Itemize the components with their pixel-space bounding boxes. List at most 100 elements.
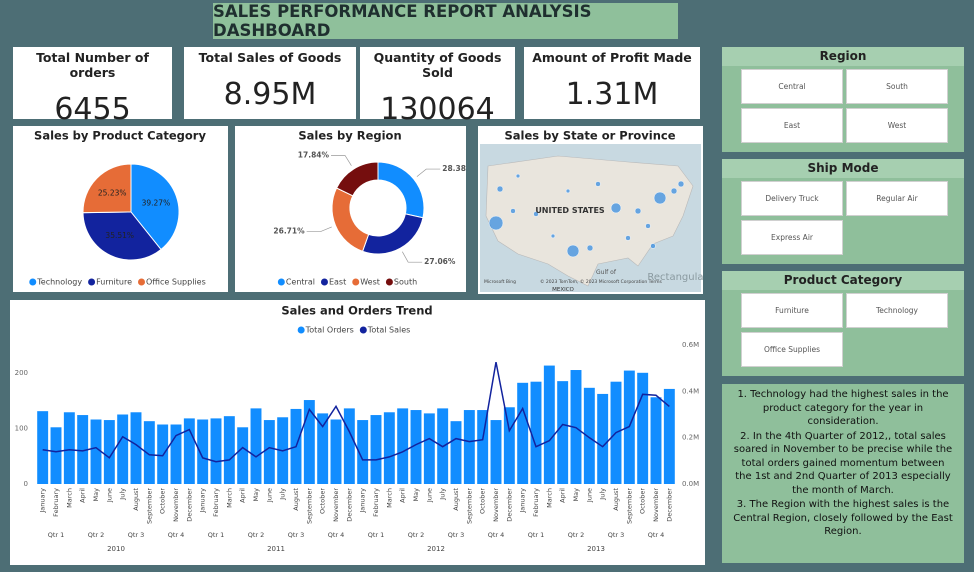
x-tick-label: May (252, 488, 260, 502)
y2-tick-label: 0.6M (682, 341, 699, 349)
x-tick-label: October (479, 488, 487, 514)
year-label: 2013 (587, 545, 605, 553)
quarter-label: Qtr 1 (368, 531, 385, 539)
x-tick-label: April (239, 488, 247, 503)
x-tick-label: December (665, 488, 673, 522)
bar (223, 416, 235, 484)
year-label: 2010 (107, 545, 125, 553)
data-label: 17.84% (298, 150, 330, 159)
bar (357, 420, 369, 484)
legend-label: Furniture (96, 278, 132, 287)
x-tick-label: January (39, 488, 47, 514)
x-tick-label: September (305, 488, 313, 524)
dashboard-title: SALES PERFORMANCE REPORT ANALYSIS DASHBO… (213, 2, 678, 40)
bar (77, 415, 89, 484)
bar (143, 421, 155, 484)
map-label: © 2023 TomTom, © 2023 Microsoft Corporat… (540, 278, 663, 285)
legend-label: East (329, 278, 346, 287)
x-tick-label: February (212, 488, 220, 517)
slicer-button[interactable]: Delivery Truck (741, 181, 843, 216)
x-tick-label: November (332, 488, 340, 522)
bar (517, 382, 529, 484)
bar (663, 388, 675, 484)
x-tick-label: February (372, 488, 380, 517)
quarter-label: Qtr 2 (408, 531, 425, 539)
x-tick-label: October (319, 488, 327, 514)
x-tick-label: December (505, 488, 513, 522)
bar (637, 372, 649, 484)
bar (317, 413, 329, 484)
slicer-button[interactable]: Furniture (741, 293, 843, 328)
x-tick-label: March (65, 488, 73, 508)
slicer-button[interactable]: Central (741, 69, 843, 104)
bar (170, 424, 182, 484)
x-tick-label: July (599, 488, 607, 501)
quarter-label: Qtr 3 (448, 531, 465, 539)
quarter-label: Qtr 1 (528, 531, 545, 539)
leader-line (306, 226, 332, 232)
x-tick-label: April (79, 488, 87, 503)
bar (103, 420, 115, 484)
quarter-label: Qtr 2 (568, 531, 585, 539)
kpi-value: 130064 (380, 92, 495, 127)
bar (37, 411, 49, 484)
pie-chart: Sales by Product Category 39.27% 35.51% 25… (13, 126, 228, 292)
legend-label: Central (286, 278, 315, 287)
slicer-button[interactable]: Express Air (741, 220, 843, 255)
bar (410, 410, 422, 484)
quarter-label: Qtr 2 (248, 531, 265, 539)
kpi-label: Total Number of orders (36, 50, 149, 80)
chart-title: Sales by Product Category (34, 129, 206, 143)
x-tick-label: June (425, 488, 433, 503)
bar (50, 427, 62, 484)
x-tick-label: November (652, 488, 660, 522)
bar (530, 381, 542, 484)
legend-dot (385, 278, 393, 286)
legend-label: Total Orders (305, 326, 354, 335)
donut-slice (331, 187, 370, 252)
data-label: 35.51% (105, 231, 134, 240)
x-tick-label: April (399, 488, 407, 503)
donut-chart: Sales by Region 28.38% 27.06% 26.71% 17.84%… (235, 126, 466, 292)
x-tick-label: September (145, 488, 153, 524)
bar (650, 397, 662, 484)
x-tick-label: August (612, 488, 620, 511)
x-tick-label: February (52, 488, 60, 517)
x-tick-label: February (532, 488, 540, 517)
x-tick-label: January (359, 488, 367, 514)
pie-slice (82, 211, 162, 261)
bar (250, 408, 262, 484)
legend-label: Technology (36, 278, 82, 287)
line (42, 362, 670, 463)
slicer-title: Region (722, 47, 964, 66)
kpi-card: Quantity of Goods Sold 130064 (360, 47, 515, 127)
bar (303, 400, 315, 484)
slicer-button[interactable]: Office Supplies (741, 332, 843, 367)
x-tick-label: August (132, 488, 140, 511)
kpi-label: Amount of Profit Made (532, 50, 692, 65)
slicer-button[interactable]: South (846, 69, 948, 104)
bar (423, 413, 435, 484)
bar (597, 393, 609, 484)
legend-dot (88, 278, 96, 286)
legend: Total Orders Total Sales (297, 326, 410, 335)
bar (237, 427, 249, 484)
slicer-button[interactable]: East (741, 108, 843, 143)
bar (383, 412, 395, 484)
quarter-label: Qtr 1 (48, 531, 65, 539)
x-tick-label: March (225, 488, 233, 508)
x-tick-label: May (92, 488, 100, 502)
x-tick-label: July (439, 488, 447, 501)
slicer-button[interactable]: Technology (846, 293, 948, 328)
legend-dot (352, 278, 360, 286)
legend-dot (359, 326, 367, 334)
year-label: 2011 (267, 545, 285, 553)
note: 3. The Region with the highest sales is … (733, 499, 953, 537)
slicer-button[interactable]: West (846, 108, 948, 143)
legend-label: West (360, 278, 380, 287)
year-label: 2012 (427, 545, 445, 553)
slicer-button[interactable]: Regular Air (846, 181, 948, 216)
bar (543, 365, 555, 484)
legend-dot (297, 326, 305, 334)
y2-tick-label: 0.2M (682, 434, 699, 442)
